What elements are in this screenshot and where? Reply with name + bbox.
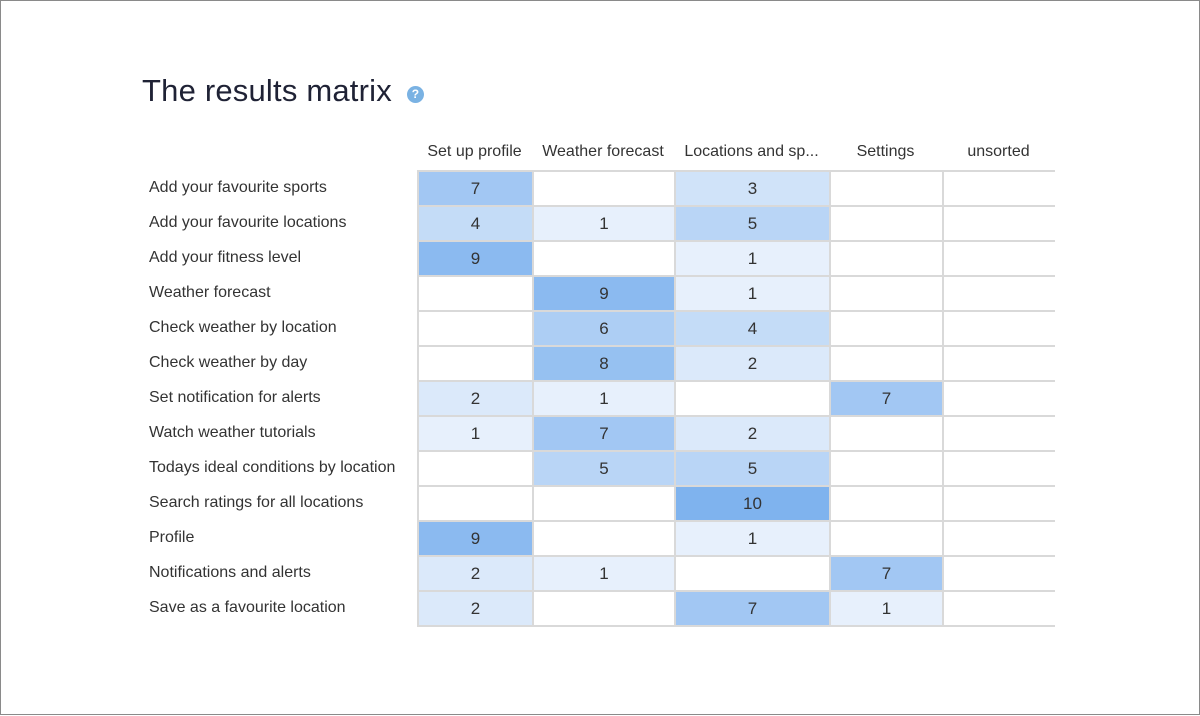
title-row: The results matrix ? bbox=[142, 73, 424, 109]
matrix-cell: 5 bbox=[534, 452, 674, 485]
matrix-cell: 1 bbox=[676, 522, 829, 555]
matrix-cell bbox=[831, 452, 942, 485]
matrix-cell bbox=[534, 522, 674, 555]
matrix-cell: 3 bbox=[676, 172, 829, 205]
matrix-cell bbox=[944, 207, 1055, 240]
matrix-cell: 9 bbox=[419, 242, 532, 275]
matrix-cell bbox=[831, 172, 942, 205]
matrix-cell bbox=[676, 382, 829, 415]
row-label: Profile bbox=[149, 529, 195, 546]
row-label: Notifications and alerts bbox=[149, 564, 311, 581]
matrix-cell: 5 bbox=[676, 207, 829, 240]
matrix-cell: 1 bbox=[419, 417, 532, 450]
matrix-cell bbox=[831, 487, 942, 520]
row-label: Search ratings for all locations bbox=[149, 494, 364, 511]
row-label: Set notification for alerts bbox=[149, 389, 321, 406]
matrix-cell bbox=[419, 312, 532, 345]
matrix-cell bbox=[419, 452, 532, 485]
matrix-cell: 9 bbox=[534, 277, 674, 310]
help-icon[interactable]: ? bbox=[406, 85, 424, 103]
column-header: Locations and sp... bbox=[684, 143, 819, 160]
matrix-cell bbox=[419, 347, 532, 380]
matrix-cell: 1 bbox=[676, 277, 829, 310]
matrix-cell: 8 bbox=[534, 347, 674, 380]
matrix-cell bbox=[831, 277, 942, 310]
row-label: Save as a favourite location bbox=[149, 599, 346, 616]
matrix-cell bbox=[831, 312, 942, 345]
matrix-cell: 1 bbox=[534, 382, 674, 415]
row-label: Todays ideal conditions by location bbox=[149, 459, 396, 476]
column-header: unsorted bbox=[967, 143, 1030, 160]
row-label: Watch weather tutorials bbox=[149, 424, 316, 441]
column-header: Settings bbox=[856, 143, 915, 160]
matrix-cell bbox=[831, 522, 942, 555]
matrix-cell bbox=[534, 172, 674, 205]
row-label: Add your favourite locations bbox=[149, 214, 347, 231]
matrix-cell bbox=[944, 487, 1055, 520]
row-label: Check weather by location bbox=[149, 319, 337, 336]
matrix-cell: 6 bbox=[534, 312, 674, 345]
matrix-cell: 9 bbox=[419, 522, 532, 555]
matrix-cell bbox=[944, 592, 1055, 625]
matrix-cell: 1 bbox=[534, 557, 674, 590]
matrix-cell bbox=[944, 452, 1055, 485]
matrix-cell bbox=[419, 487, 532, 520]
matrix-cell bbox=[831, 242, 942, 275]
matrix-cell bbox=[831, 207, 942, 240]
matrix-cell bbox=[831, 347, 942, 380]
matrix-cell bbox=[944, 382, 1055, 415]
matrix-cell: 2 bbox=[419, 382, 532, 415]
row-label: Add your fitness level bbox=[149, 249, 302, 266]
matrix-cell: 7 bbox=[831, 557, 942, 590]
row-label: Add your favourite sports bbox=[149, 179, 327, 196]
matrix-cell bbox=[944, 557, 1055, 590]
matrix-cell bbox=[944, 242, 1055, 275]
matrix-cell bbox=[944, 347, 1055, 380]
matrix-cell: 2 bbox=[676, 417, 829, 450]
column-header: Weather forecast bbox=[542, 143, 664, 160]
matrix-cell: 4 bbox=[419, 207, 532, 240]
matrix-cell: 2 bbox=[676, 347, 829, 380]
column-header: Set up profile bbox=[427, 143, 522, 160]
matrix-cell: 2 bbox=[419, 592, 532, 625]
matrix-cell bbox=[676, 557, 829, 590]
matrix-cell bbox=[944, 312, 1055, 345]
matrix-cell: 5 bbox=[676, 452, 829, 485]
matrix-cell: 1 bbox=[534, 207, 674, 240]
matrix-cell: 7 bbox=[831, 382, 942, 415]
matrix-cell bbox=[944, 522, 1055, 555]
matrix-cell: 7 bbox=[676, 592, 829, 625]
matrix-cell bbox=[944, 277, 1055, 310]
matrix-cell bbox=[534, 592, 674, 625]
matrix-cell bbox=[944, 172, 1055, 205]
row-label: Weather forecast bbox=[149, 284, 271, 301]
matrix-cell bbox=[419, 277, 532, 310]
matrix-cell: 1 bbox=[831, 592, 942, 625]
matrix-grid: 7 3 4 1 5 9 1 9 1 6 4 8 2 2 1 7 1 7 2 5 5 10 9 1 2 1 7 2 7 1 bbox=[417, 170, 1055, 627]
matrix-cell: 10 bbox=[676, 487, 829, 520]
matrix-cell: 7 bbox=[534, 417, 674, 450]
matrix-cell bbox=[534, 487, 674, 520]
matrix-cell: 1 bbox=[676, 242, 829, 275]
matrix-cell bbox=[831, 417, 942, 450]
page-title: The results matrix bbox=[142, 73, 392, 108]
matrix-cell: 2 bbox=[419, 557, 532, 590]
matrix-cell: 7 bbox=[419, 172, 532, 205]
matrix-cell: 4 bbox=[676, 312, 829, 345]
matrix-cell bbox=[944, 417, 1055, 450]
row-label: Check weather by day bbox=[149, 354, 308, 371]
matrix-cell bbox=[534, 242, 674, 275]
